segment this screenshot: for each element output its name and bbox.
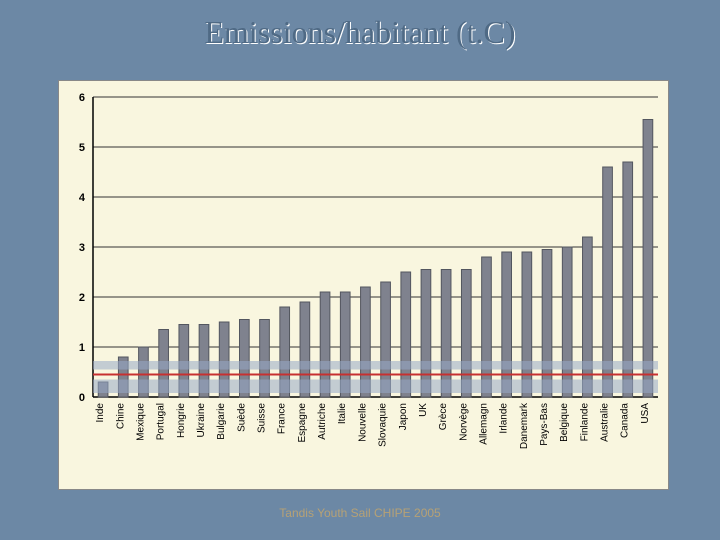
page-title: Emissions/habitant (t.C) (0, 14, 720, 51)
svg-text:Allemagn: Allemagn (478, 403, 489, 445)
svg-text:USA: USA (640, 403, 651, 424)
slide-background: Emissions/habitant (t.C) 0 1 2 3 4 5 6 Inde Chin… (0, 0, 720, 540)
svg-text:3: 3 (79, 242, 85, 254)
svg-text:Japon: Japon (398, 403, 409, 430)
svg-text:Ukraine: Ukraine (196, 403, 207, 438)
svg-text:UK: UK (418, 403, 429, 417)
svg-text:Inde: Inde (95, 403, 106, 423)
svg-text:Canada: Canada (620, 403, 631, 438)
svg-text:0: 0 (79, 392, 85, 404)
svg-text:Irlande: Irlande (499, 403, 510, 434)
svg-text:Norvège: Norvège (458, 403, 469, 441)
svg-text:Suède: Suède (236, 403, 247, 432)
svg-text:Mexique: Mexique (135, 403, 146, 441)
svg-text:4: 4 (79, 192, 86, 204)
svg-text:Finlande: Finlande (579, 403, 590, 442)
svg-text:Bulgarie: Bulgarie (216, 403, 227, 440)
chart-svg: 0 1 2 3 4 5 6 Inde Chine Mexique Portugal Hongrie Uk… (59, 81, 670, 491)
svg-text:Slovaquie: Slovaquie (378, 403, 389, 447)
emissions-bar-chart: 0 1 2 3 4 5 6 Inde Chine Mexique Portugal Hongrie Uk… (58, 80, 669, 490)
svg-text:Danemark: Danemark (519, 402, 530, 449)
svg-text:Suisse: Suisse (257, 403, 268, 433)
footer-watermark: Tandis Youth Sail CHIPE 2005 (0, 506, 720, 520)
svg-text:Pays-Bas: Pays-Bas (539, 403, 550, 446)
svg-text:France: France (277, 403, 288, 435)
svg-text:Belgique: Belgique (559, 403, 570, 442)
svg-text:Grèce: Grèce (438, 403, 449, 431)
svg-text:Chine: Chine (115, 403, 126, 430)
svg-text:5: 5 (79, 142, 85, 154)
svg-text:Portugal: Portugal (156, 403, 167, 440)
svg-text:Autriche: Autriche (317, 403, 328, 440)
svg-text:Espagne: Espagne (297, 403, 308, 443)
svg-text:Nouvelle: Nouvelle (357, 403, 368, 442)
svg-text:6: 6 (79, 92, 85, 104)
svg-text:1: 1 (79, 342, 85, 354)
svg-text:Australie: Australie (600, 403, 611, 442)
svg-text:2: 2 (79, 292, 85, 304)
svg-text:Hongrie: Hongrie (176, 403, 187, 438)
svg-text:Italie: Italie (337, 403, 348, 425)
